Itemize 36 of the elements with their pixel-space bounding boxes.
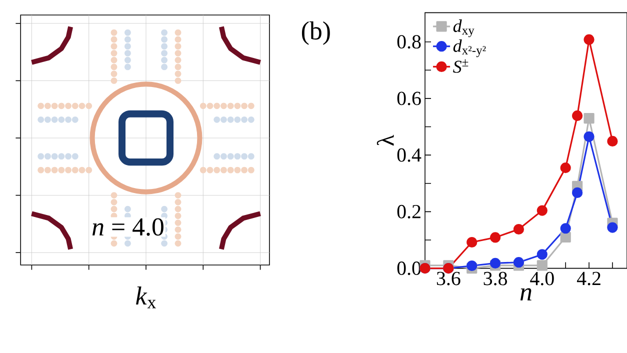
point <box>466 236 478 248</box>
y-tick-label: 0.0 <box>397 262 421 276</box>
point <box>560 223 571 234</box>
x-tick-label: 3.8 <box>484 272 507 286</box>
point <box>490 258 501 269</box>
legend-label: d$_{xy}$ <box>453 19 474 38</box>
y-tick-label: 0.4 <box>397 148 422 162</box>
legend-label: d$_{x²-y²}$ <box>453 39 486 58</box>
point <box>536 260 548 271</box>
point <box>513 257 524 268</box>
point <box>584 131 594 142</box>
point <box>572 187 583 198</box>
text: k$_{x}$ <box>136 286 156 308</box>
y-tick-label: 0.2 <box>397 204 420 218</box>
y-tick-label: 0.6 <box>397 92 421 106</box>
point <box>607 222 618 233</box>
text: n = 4.0 <box>92 218 164 236</box>
point <box>536 249 548 260</box>
point <box>490 232 501 243</box>
point <box>560 232 571 242</box>
point <box>572 110 583 122</box>
y-axis-title: λ <box>376 134 394 146</box>
y-tick-label: 0.8 <box>397 35 421 49</box>
point <box>584 34 594 45</box>
x-tick-label: 4.2 <box>576 272 600 286</box>
point <box>560 162 571 174</box>
point <box>466 260 478 272</box>
point <box>584 112 594 124</box>
legend-label: S$^{±}$ <box>453 59 468 73</box>
x-axis-title: n <box>520 288 532 300</box>
x-tick-label: 3.6 <box>436 272 460 286</box>
point <box>607 136 618 147</box>
x-tick-label: 4.0 <box>530 272 554 286</box>
text: (b) <box>302 21 330 45</box>
point <box>536 205 548 216</box>
point <box>513 224 524 235</box>
